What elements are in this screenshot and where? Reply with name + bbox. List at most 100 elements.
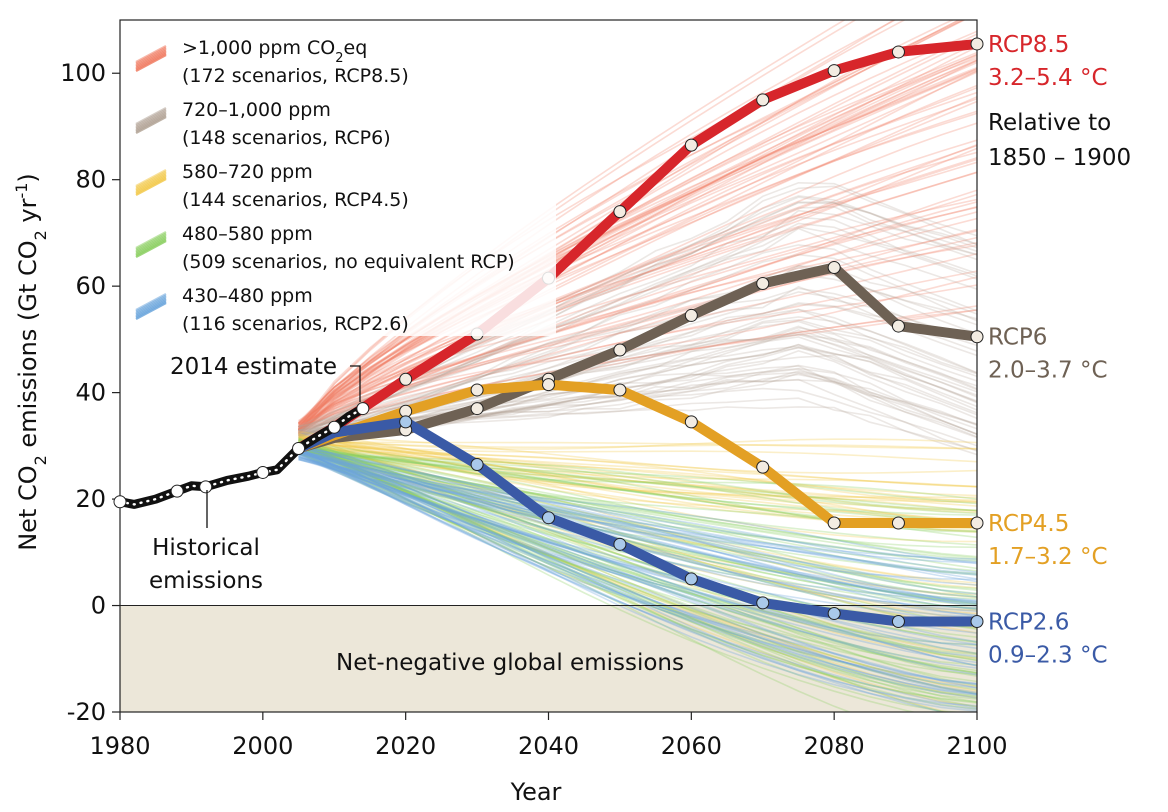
scenario-line <box>298 158 977 430</box>
scenario-line <box>298 437 977 450</box>
scenario-line <box>298 303 977 435</box>
y-tick-label: 0 <box>91 592 106 620</box>
scenario-line <box>298 438 977 589</box>
scenario-line <box>298 443 977 655</box>
scenario-line <box>298 448 977 564</box>
scenario-line <box>298 458 977 605</box>
legend-swatch <box>135 53 167 73</box>
scenario-line <box>298 443 977 605</box>
y-tick-label: 80 <box>75 166 106 194</box>
scenario-line <box>298 441 977 708</box>
scenario-line <box>298 446 977 711</box>
scenario-line <box>297 68 977 435</box>
scenario-line <box>298 451 977 512</box>
scenario-line <box>298 448 977 572</box>
scenario-line <box>298 449 977 595</box>
scenario-line <box>298 441 977 660</box>
scenario-line <box>298 444 977 562</box>
scenario-line <box>297 84 977 424</box>
scenario-line <box>298 216 977 439</box>
scenario-line <box>298 446 977 710</box>
estimate-label: 2014 estimate <box>170 354 337 380</box>
scenario-line <box>298 438 977 643</box>
scenario-line <box>298 436 977 503</box>
scenario-line <box>298 122 977 425</box>
scenario-line <box>298 453 977 683</box>
scenario-line <box>298 452 977 603</box>
scenario-line <box>298 450 977 695</box>
scenario-line <box>298 442 977 488</box>
scenario-line <box>298 147 977 425</box>
scenario-line <box>298 452 977 677</box>
rcp-note: 1850 – 1900 <box>988 145 1131 171</box>
scenario-line <box>298 226 977 434</box>
series-point-rcp26 <box>542 511 555 525</box>
scenario-line <box>298 230 977 437</box>
scenario-line <box>298 439 977 584</box>
legend-swatch <box>135 292 167 312</box>
legend-swatch <box>135 171 167 191</box>
scenario-line <box>298 444 977 662</box>
scenario-line <box>298 452 977 586</box>
scenario-line <box>298 227 977 439</box>
historical-point <box>113 495 127 509</box>
legend-sublabel: (144 scenarios, RCP4.5) <box>182 189 409 211</box>
scenario-line <box>298 236 977 431</box>
series-point-rcp26 <box>970 615 984 629</box>
scenario-line <box>297 60 977 424</box>
scenario-line <box>298 244 977 430</box>
scenario-line <box>298 444 977 514</box>
scenario-line <box>298 443 977 685</box>
legend-swatch <box>135 294 167 313</box>
scenario-line <box>297 51 977 436</box>
series-point-rcp6 <box>970 330 984 344</box>
net-negative-region <box>120 605 977 712</box>
scenario-line <box>298 445 977 581</box>
scenario-line <box>298 287 977 439</box>
legend-label: 480–580 ppm <box>182 223 313 245</box>
scenario-line <box>298 444 977 503</box>
scenario-line <box>298 157 977 432</box>
scenario-line <box>298 458 977 603</box>
scenario-line <box>298 455 977 695</box>
series-point-rcp6 <box>756 276 770 290</box>
scenario-line <box>297 100 977 432</box>
scenario-line <box>298 450 949 712</box>
scenario-line <box>298 443 977 644</box>
series-point-rcp6 <box>470 402 484 416</box>
scenario-line <box>298 264 977 437</box>
x-tick-label: 2020 <box>375 732 436 760</box>
rcp-range-rcp45: 1.7–3.2 °C <box>988 544 1108 570</box>
scenario-line <box>298 437 977 501</box>
legend-swatch <box>135 106 167 126</box>
scenario-line <box>297 86 977 435</box>
series-point-rcp26 <box>399 415 413 429</box>
scenario-line <box>298 241 977 432</box>
legend-swatch <box>135 174 167 194</box>
legend-swatch <box>135 50 167 70</box>
legend-swatch <box>135 176 167 195</box>
scenario-line <box>298 302 977 428</box>
scenario-line <box>298 452 977 618</box>
legend-swatch <box>135 230 167 250</box>
scenario-line <box>298 436 977 587</box>
historical-point <box>170 484 184 498</box>
scenario-line <box>298 457 977 595</box>
series-point-rcp85 <box>827 64 841 78</box>
legend-sublabel: (148 scenarios, RCP6) <box>182 127 391 149</box>
scenario-line <box>298 449 977 505</box>
scenario-line <box>298 439 977 704</box>
legend-swatch <box>135 44 167 64</box>
scenario-line <box>298 445 977 590</box>
scenario-line <box>298 451 852 712</box>
scenario-line <box>298 436 977 543</box>
scenario-line <box>298 457 977 565</box>
scenario-line <box>298 309 977 433</box>
scenario-line <box>298 444 977 570</box>
x-tick-label: 2060 <box>661 732 722 760</box>
scenario-line <box>298 456 977 685</box>
scenario-line <box>298 450 977 694</box>
scenario-line <box>298 441 977 698</box>
legend-swatch <box>135 239 167 259</box>
